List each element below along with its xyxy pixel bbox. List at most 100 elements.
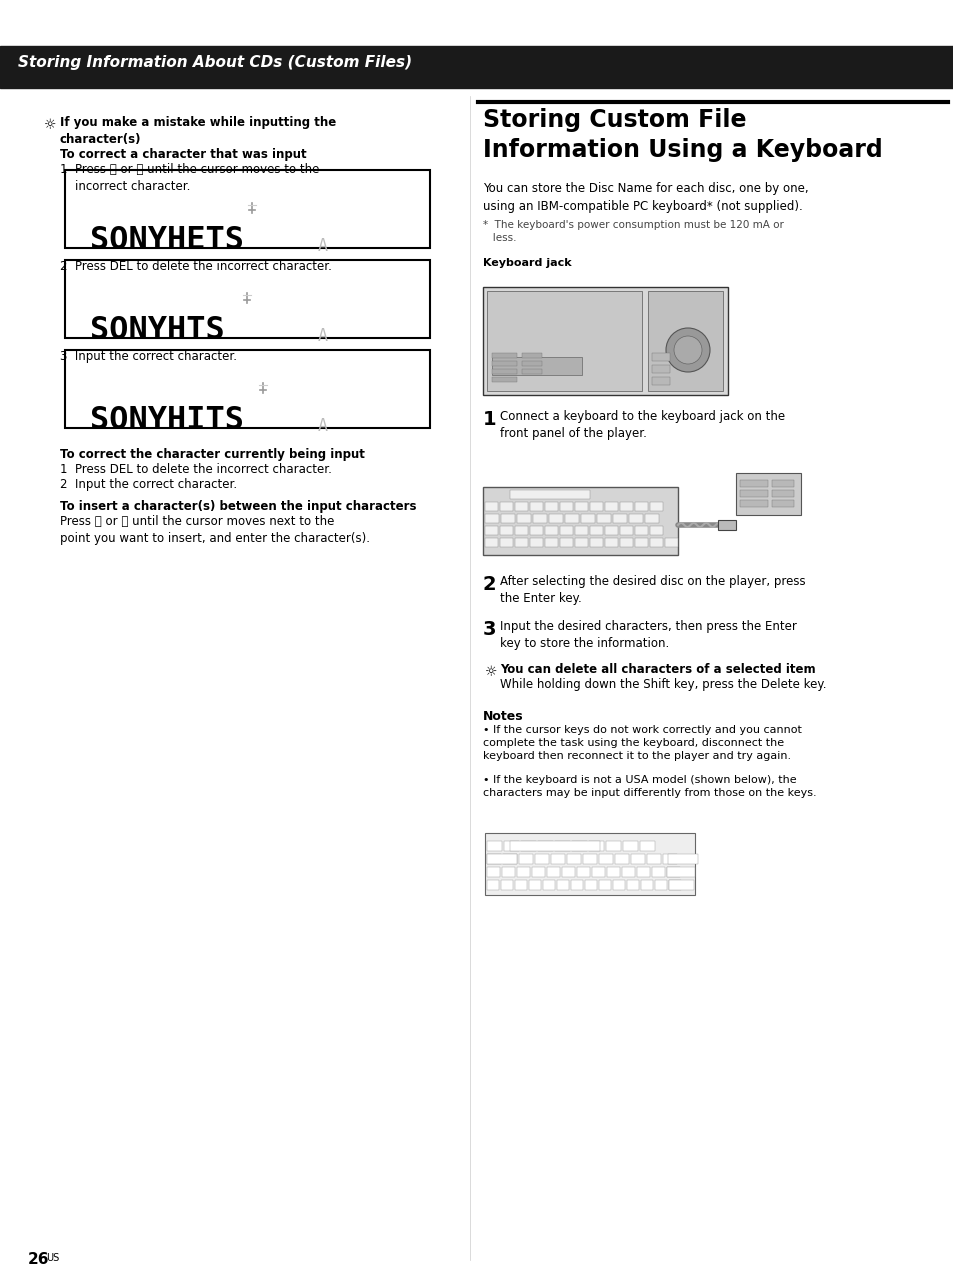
Bar bbox=[649, 538, 662, 547]
Bar bbox=[521, 369, 541, 375]
Text: SONYHTS: SONYHTS bbox=[90, 315, 225, 347]
Bar bbox=[598, 854, 613, 864]
Bar bbox=[630, 854, 644, 864]
Bar bbox=[521, 361, 541, 366]
Text: To correct a character that was input: To correct a character that was input bbox=[60, 148, 306, 161]
Bar bbox=[532, 868, 544, 877]
Bar bbox=[561, 868, 575, 877]
Text: 2: 2 bbox=[482, 575, 497, 594]
Bar bbox=[635, 502, 647, 511]
Text: Storing Information About CDs (Custom Files): Storing Information About CDs (Custom Fi… bbox=[18, 55, 412, 70]
Bar bbox=[544, 526, 558, 535]
Bar bbox=[530, 538, 542, 547]
Bar bbox=[597, 513, 610, 524]
Text: ☼: ☼ bbox=[44, 118, 56, 132]
Text: *  The keyboard's power consumption must be 120 mA or
   less.: * The keyboard's power consumption must … bbox=[482, 220, 783, 243]
Bar bbox=[662, 854, 677, 864]
Bar bbox=[584, 880, 597, 891]
Text: 2  Press DEL to delete the incorrect character.: 2 Press DEL to delete the incorrect char… bbox=[60, 260, 332, 273]
Bar bbox=[771, 499, 793, 507]
Bar bbox=[499, 502, 513, 511]
Bar bbox=[664, 538, 678, 547]
Text: US: US bbox=[46, 1254, 59, 1263]
Bar bbox=[492, 361, 517, 366]
Text: After selecting the desired disc on the player, press
the Enter key.: After selecting the desired disc on the … bbox=[499, 575, 804, 605]
Bar bbox=[502, 854, 517, 864]
Bar bbox=[644, 513, 659, 524]
Text: Input the desired characters, then press the Enter
key to store the information.: Input the desired characters, then press… bbox=[499, 620, 796, 650]
Bar bbox=[492, 353, 517, 358]
Bar bbox=[559, 538, 573, 547]
Text: Connect a keyboard to the keyboard jack on the
front panel of the player.: Connect a keyboard to the keyboard jack … bbox=[499, 410, 784, 440]
Bar bbox=[771, 490, 793, 497]
Circle shape bbox=[673, 336, 701, 364]
Text: 26: 26 bbox=[28, 1252, 50, 1268]
Text: ☼: ☼ bbox=[484, 665, 497, 679]
Bar bbox=[615, 854, 628, 864]
Bar bbox=[613, 513, 626, 524]
Text: You can store the Disc Name for each disc, one by one,
using an IBM-compatible P: You can store the Disc Name for each dis… bbox=[482, 182, 808, 213]
Bar bbox=[486, 854, 500, 864]
Text: 3: 3 bbox=[482, 620, 496, 640]
Bar bbox=[577, 868, 589, 877]
Bar bbox=[740, 480, 767, 487]
Bar bbox=[515, 538, 527, 547]
Bar bbox=[740, 499, 767, 507]
Bar bbox=[564, 513, 578, 524]
Bar bbox=[575, 538, 587, 547]
Bar bbox=[544, 502, 558, 511]
Bar bbox=[499, 538, 513, 547]
Bar bbox=[580, 513, 595, 524]
Text: 1: 1 bbox=[482, 410, 497, 429]
Bar bbox=[604, 538, 618, 547]
Bar bbox=[499, 526, 513, 535]
Bar bbox=[515, 880, 526, 891]
Bar bbox=[530, 502, 542, 511]
Bar bbox=[492, 369, 517, 375]
Text: Notes: Notes bbox=[482, 710, 523, 724]
Bar bbox=[668, 880, 680, 891]
Text: To correct the character currently being input: To correct the character currently being… bbox=[60, 448, 364, 461]
Text: 1  Press DEL to delete the incorrect character.: 1 Press DEL to delete the incorrect char… bbox=[60, 462, 332, 476]
Bar bbox=[651, 364, 669, 373]
Bar bbox=[667, 854, 698, 864]
Bar bbox=[640, 880, 652, 891]
Bar bbox=[535, 854, 548, 864]
Bar bbox=[571, 880, 582, 891]
Bar bbox=[740, 490, 767, 497]
Bar bbox=[0, 46, 953, 88]
Bar bbox=[537, 841, 553, 851]
Bar bbox=[510, 490, 589, 499]
Text: A: A bbox=[317, 417, 328, 434]
Bar bbox=[651, 353, 669, 361]
Bar bbox=[486, 290, 641, 391]
Text: A: A bbox=[317, 237, 328, 255]
Bar bbox=[546, 868, 559, 877]
Bar bbox=[544, 538, 558, 547]
Bar bbox=[735, 473, 801, 515]
Bar bbox=[589, 502, 602, 511]
Bar bbox=[65, 260, 430, 338]
Bar bbox=[551, 854, 564, 864]
Bar bbox=[718, 520, 735, 530]
Bar bbox=[557, 880, 568, 891]
Bar bbox=[651, 868, 664, 877]
Bar bbox=[548, 513, 562, 524]
Text: SONYHITS: SONYHITS bbox=[90, 405, 244, 436]
Bar bbox=[492, 377, 517, 382]
Text: A: A bbox=[317, 327, 328, 345]
Bar bbox=[621, 868, 635, 877]
Bar bbox=[520, 841, 536, 851]
Bar bbox=[559, 502, 573, 511]
Bar bbox=[668, 880, 693, 891]
Bar bbox=[575, 502, 587, 511]
Bar bbox=[628, 513, 642, 524]
Bar bbox=[486, 868, 499, 877]
Bar bbox=[486, 854, 517, 864]
Text: To insert a character(s) between the input characters: To insert a character(s) between the inp… bbox=[60, 499, 416, 513]
Bar bbox=[649, 502, 662, 511]
Bar bbox=[482, 487, 678, 555]
Bar bbox=[626, 880, 639, 891]
Bar bbox=[649, 526, 662, 535]
Bar bbox=[503, 841, 518, 851]
